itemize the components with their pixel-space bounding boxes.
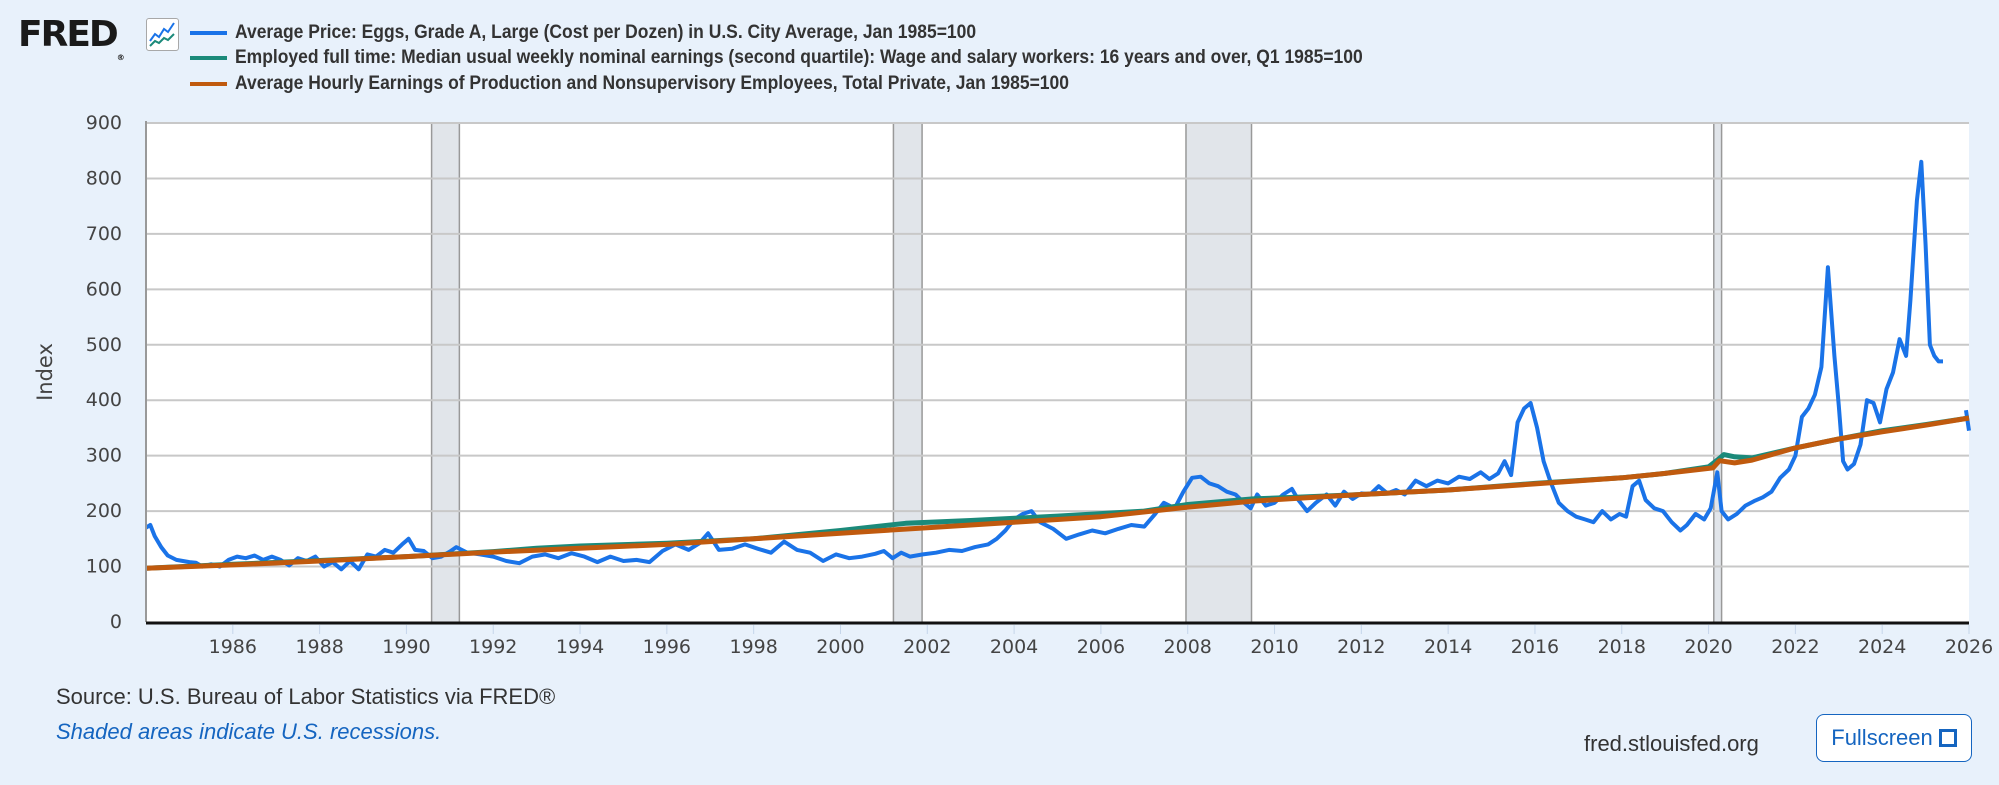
recession-band <box>893 123 923 622</box>
axes: 0 100 200 300 400 500 600 700 800 900 1986 1988 1990… <box>86 112 1993 658</box>
x-tick-label: 2016 <box>1511 636 1559 658</box>
x-tick-label: 2010 <box>1250 636 1298 658</box>
recession-band <box>1713 123 1722 622</box>
y-tick-label: 500 <box>86 334 122 356</box>
x-tick-label: 1994 <box>556 636 604 658</box>
x-tick-label: 1988 <box>295 636 343 658</box>
legend-label: Average Hourly Earnings of Production an… <box>235 72 1069 94</box>
registered-mark: ® <box>116 53 125 62</box>
y-tick-label: 200 <box>86 500 122 522</box>
x-tick-label: 1990 <box>382 636 430 658</box>
fullscreen-label: Fullscreen <box>1831 725 1933 750</box>
x-tick-label: 2014 <box>1424 636 1472 658</box>
recession-band <box>431 123 460 622</box>
series-lines <box>144 159 1971 572</box>
chart-legend: Average Price: Eggs, Grade A, Large (Cos… <box>190 20 1461 97</box>
x-tick-label: 2022 <box>1771 636 1819 658</box>
y-tick-label: 700 <box>86 223 122 245</box>
legend-swatch <box>190 30 227 35</box>
y-axis-title: Index <box>33 343 57 401</box>
y-tick-label: 600 <box>86 278 122 300</box>
legend-label: Employed full time: Median usual weekly … <box>235 47 1363 69</box>
x-tick-label: 1992 <box>469 636 517 658</box>
legend-item-eggs[interactable]: Average Price: Eggs, Grade A, Large (Cos… <box>190 20 1461 46</box>
legend-swatch <box>190 81 227 86</box>
legend-swatch <box>190 56 227 61</box>
source-text: Source: U.S. Bureau of Labor Statistics … <box>56 684 556 709</box>
x-tick-label: 2026 <box>1945 636 1993 658</box>
plot-area[interactable] <box>146 123 1969 622</box>
legend-label: Average Price: Eggs, Grade A, Large (Cos… <box>235 21 977 43</box>
y-tick-label: 800 <box>86 167 122 189</box>
fullscreen-button[interactable]: Fullscreen <box>1816 714 1972 762</box>
x-tick-label: 2006 <box>1077 636 1125 658</box>
site-url[interactable]: fred.stlouisfed.org <box>1584 731 1759 756</box>
y-tick-label: 900 <box>86 112 122 134</box>
recession-note-link[interactable]: Shaded areas indicate U.S. recessions. <box>56 719 442 744</box>
line-chart: 0 100 200 300 400 500 600 700 800 900 1986 1988 1990… <box>33 112 1993 658</box>
recession-bands <box>430 123 1723 622</box>
x-tick-label: 2020 <box>1684 636 1732 658</box>
x-tick-label: 2004 <box>990 636 1038 658</box>
x-tick-label: 1998 <box>729 636 777 658</box>
y-tick-label: 400 <box>86 389 122 411</box>
x-tick-label: 2002 <box>903 636 951 658</box>
series-line-0 <box>144 159 1943 572</box>
recession-band <box>1185 123 1252 622</box>
legend-item-hourly-earnings[interactable]: Average Hourly Earnings of Production an… <box>190 71 1461 97</box>
x-tick-label: 2000 <box>816 636 864 658</box>
x-tick-label: 1996 <box>643 636 691 658</box>
fred-logo[interactable]: FRED® <box>18 14 125 62</box>
x-tick-label: 2024 <box>1858 636 1906 658</box>
expand-icon <box>1938 729 1957 747</box>
y-tick-label: 300 <box>86 445 122 467</box>
x-tick-label: 2018 <box>1598 636 1646 658</box>
series-line-2 <box>145 415 1970 571</box>
line-chart-icon <box>146 18 179 51</box>
y-tick-label: 0 <box>110 611 122 633</box>
legend-item-weekly-earnings[interactable]: Employed full time: Median usual weekly … <box>190 46 1461 72</box>
plot-background <box>146 123 1969 622</box>
y-tick-label: 100 <box>86 556 122 578</box>
x-tick-label: 2008 <box>1164 636 1212 658</box>
x-tick-label: 2012 <box>1337 636 1385 658</box>
x-tick-label: 1986 <box>209 636 257 658</box>
